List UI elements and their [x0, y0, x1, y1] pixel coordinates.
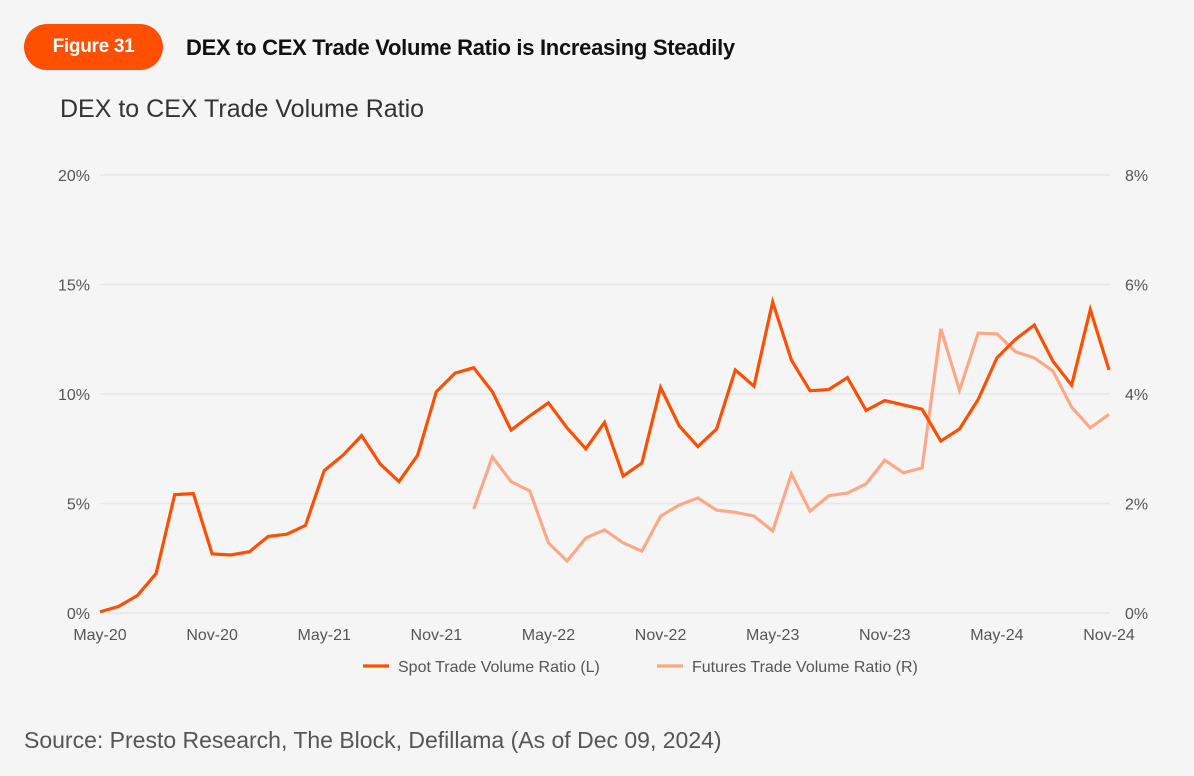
legend-label: Spot Trade Volume Ratio (L): [398, 659, 600, 676]
right-y-axis-labels: 0% 2% 4% 6% 8%: [1125, 168, 1148, 623]
legend-label: Futures Trade Volume Ratio (R): [692, 659, 918, 676]
gridlines: [100, 174, 1110, 614]
series-line-spot: [99, 295, 1111, 614]
legend-item-spot: Spot Trade Volume Ratio (L): [363, 659, 600, 676]
x-tick-label: May-21: [298, 627, 351, 644]
x-tick-label: Nov-24: [1083, 627, 1135, 644]
x-tick-label: Nov-20: [186, 627, 238, 644]
y-left-tick-label: 5%: [67, 497, 90, 514]
x-tick-label: Nov-23: [859, 627, 911, 644]
source-note: Source: Presto Research, The Block, Defi…: [24, 727, 722, 753]
left-y-axis-labels: 0% 5% 10% 15% 20%: [58, 168, 90, 623]
y-left-tick-label: 20%: [58, 168, 90, 185]
series-line-futures: [472, 328, 1110, 564]
figure-headline: DEX to CEX Trade Volume Ratio is Increas…: [186, 35, 735, 60]
x-tick-label: May-24: [970, 627, 1023, 644]
x-tick-label: May-22: [522, 627, 575, 644]
x-tick-label: Nov-21: [411, 627, 463, 644]
figure-number-badge: Figure 31: [24, 24, 163, 70]
x-tick-label: May-20: [73, 627, 126, 644]
x-tick-label: May-23: [746, 627, 799, 644]
series-lines: [99, 295, 1111, 614]
y-right-tick-label: 8%: [1125, 168, 1148, 185]
chart-title: DEX to CEX Trade Volume Ratio: [60, 95, 425, 123]
y-left-tick-label: 0%: [67, 606, 90, 623]
y-right-tick-label: 2%: [1125, 497, 1148, 514]
x-axis-labels: May-20 Nov-20 May-21 Nov-21 May-22 Nov-22 May-…: [73, 627, 1135, 644]
y-right-tick-label: 4%: [1125, 387, 1148, 404]
legend: Spot Trade Volume Ratio (L) Futures Trade…: [363, 659, 918, 676]
y-right-tick-label: 0%: [1125, 606, 1148, 623]
y-right-tick-label: 6%: [1125, 278, 1148, 295]
line-chart: 0%5%10%15%20% 0%2%4%6%8% May-20 Nov-20 May…: [58, 168, 1148, 676]
legend-item-futures: Futures Trade Volume Ratio (R): [657, 659, 918, 676]
x-tick-label: Nov-22: [635, 627, 687, 644]
y-left-tick-label: 10%: [58, 387, 90, 404]
y-left-tick-label: 15%: [58, 278, 90, 295]
